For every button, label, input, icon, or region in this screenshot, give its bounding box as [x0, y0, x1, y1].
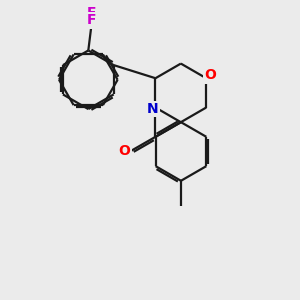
- Text: N: N: [147, 102, 158, 116]
- Text: O: O: [204, 68, 216, 82]
- Text: O: O: [204, 68, 216, 82]
- Text: N: N: [147, 102, 158, 116]
- Text: F: F: [87, 13, 96, 27]
- Text: O: O: [118, 145, 130, 158]
- Text: O: O: [118, 145, 130, 158]
- Text: F: F: [87, 6, 96, 20]
